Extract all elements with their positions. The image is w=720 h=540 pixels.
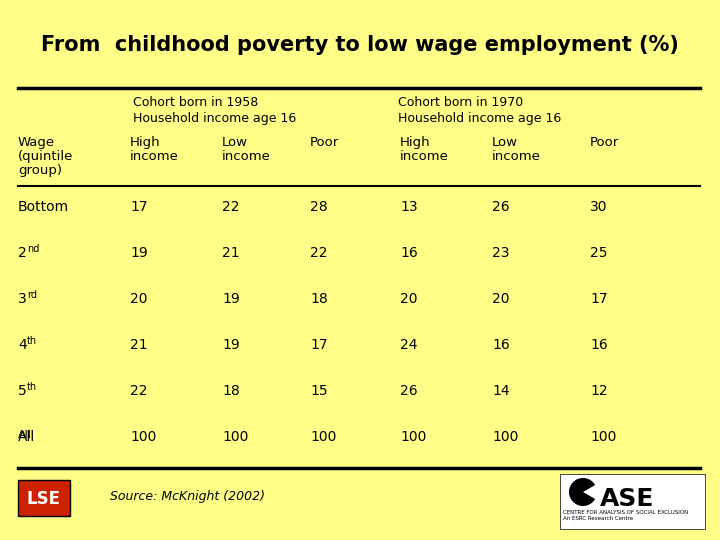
Text: (quintile: (quintile	[18, 150, 73, 163]
Text: 28: 28	[310, 200, 328, 214]
Text: From  childhood poverty to low wage employment (%): From childhood poverty to low wage emplo…	[41, 35, 679, 55]
Text: 18: 18	[310, 292, 328, 306]
Text: Household income age 16: Household income age 16	[398, 112, 562, 125]
Text: 14: 14	[492, 384, 510, 398]
Text: 100: 100	[310, 430, 336, 444]
Text: 20: 20	[400, 292, 418, 306]
Text: 100: 100	[222, 430, 248, 444]
Text: Low: Low	[492, 136, 518, 149]
Text: income: income	[492, 150, 541, 163]
Text: 21: 21	[130, 338, 148, 352]
Text: th: th	[27, 336, 37, 346]
Text: 20: 20	[130, 292, 148, 306]
FancyBboxPatch shape	[560, 474, 705, 529]
Text: 16: 16	[492, 338, 510, 352]
Text: 26: 26	[400, 384, 418, 398]
Text: nd: nd	[27, 244, 40, 254]
Text: 100: 100	[130, 430, 156, 444]
Text: income: income	[400, 150, 449, 163]
Text: Household income age 16: Household income age 16	[133, 112, 296, 125]
Text: 15: 15	[310, 384, 328, 398]
Text: 22: 22	[222, 200, 240, 214]
Text: rd: rd	[27, 290, 37, 300]
Text: Cohort born in 1958: Cohort born in 1958	[133, 96, 258, 109]
Text: 26: 26	[492, 200, 510, 214]
Text: Wage: Wage	[18, 136, 55, 149]
Text: CENTRE FOR ANALYSIS OF SOCIAL EXCLUSION
An ESRC Research Centre: CENTRE FOR ANALYSIS OF SOCIAL EXCLUSION …	[563, 510, 688, 521]
Text: 20: 20	[492, 292, 510, 306]
Text: 25: 25	[590, 246, 608, 260]
Text: Bottom: Bottom	[18, 200, 69, 214]
Text: 16: 16	[400, 246, 418, 260]
Text: income: income	[130, 150, 179, 163]
Text: 19: 19	[222, 292, 240, 306]
Text: 13: 13	[400, 200, 418, 214]
Text: 17: 17	[130, 200, 148, 214]
Text: High: High	[130, 136, 161, 149]
Text: 23: 23	[492, 246, 510, 260]
Text: Low: Low	[222, 136, 248, 149]
Text: LSE: LSE	[27, 490, 61, 508]
Text: 2: 2	[18, 246, 27, 260]
Text: 100: 100	[590, 430, 616, 444]
Text: 17: 17	[590, 292, 608, 306]
Text: High: High	[400, 136, 431, 149]
Text: 100: 100	[492, 430, 518, 444]
Text: Poor: Poor	[310, 136, 339, 149]
Text: Poor: Poor	[590, 136, 619, 149]
Text: 22: 22	[310, 246, 328, 260]
Text: group): group)	[18, 164, 62, 177]
Text: 17: 17	[310, 338, 328, 352]
Text: income: income	[222, 150, 271, 163]
Text: 4: 4	[18, 338, 27, 352]
Text: th: th	[27, 382, 37, 392]
Text: 22: 22	[130, 384, 148, 398]
Text: 100: 100	[400, 430, 426, 444]
Text: 5: 5	[18, 384, 27, 398]
Text: 19: 19	[130, 246, 148, 260]
Text: All: All	[18, 430, 32, 440]
Text: Cohort born in 1970: Cohort born in 1970	[398, 96, 523, 109]
Text: 21: 21	[222, 246, 240, 260]
Text: 24: 24	[400, 338, 418, 352]
Text: All: All	[18, 430, 35, 444]
Text: 12: 12	[590, 384, 608, 398]
Text: 19: 19	[222, 338, 240, 352]
Wedge shape	[569, 478, 595, 506]
Text: 30: 30	[590, 200, 608, 214]
FancyBboxPatch shape	[18, 480, 70, 516]
Text: 16: 16	[590, 338, 608, 352]
Text: Source: McKnight (2002): Source: McKnight (2002)	[110, 490, 265, 503]
Text: ASE: ASE	[600, 487, 654, 511]
Text: 3: 3	[18, 292, 27, 306]
Text: 18: 18	[222, 384, 240, 398]
